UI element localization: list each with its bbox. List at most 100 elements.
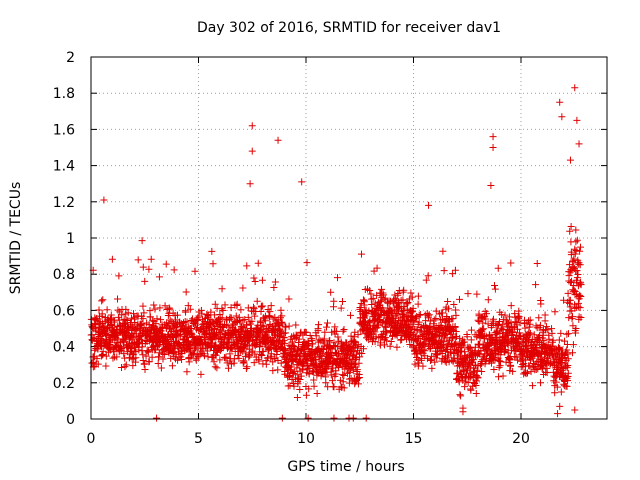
data-point <box>466 344 474 352</box>
data-point <box>431 358 439 366</box>
data-point <box>542 323 550 331</box>
data-point <box>352 354 360 362</box>
data-point <box>131 318 139 326</box>
data-point <box>294 380 302 388</box>
data-point <box>558 113 566 121</box>
data-point <box>439 247 447 255</box>
data-point <box>557 329 565 337</box>
data-point <box>241 316 249 324</box>
data-point <box>160 350 168 358</box>
data-point <box>396 328 404 336</box>
data-point <box>428 364 436 372</box>
data-point <box>200 352 208 360</box>
data-point <box>424 272 432 280</box>
data-point <box>421 347 429 355</box>
data-point <box>452 339 460 347</box>
data-point <box>227 314 235 322</box>
data-point <box>548 329 556 337</box>
data-point <box>380 291 388 299</box>
data-point <box>214 315 222 323</box>
data-point <box>449 315 457 323</box>
data-point <box>273 347 281 355</box>
tick-layer: 00.20.40.60.811.21.41.61.820 5 10 15 20 <box>53 50 607 447</box>
data-point <box>415 318 423 326</box>
data-point <box>185 323 193 331</box>
data-point <box>224 364 232 372</box>
data-point <box>565 299 573 307</box>
data-point <box>213 364 221 372</box>
data-point <box>576 243 584 251</box>
data-point <box>566 278 574 286</box>
data-point <box>366 286 374 294</box>
data-point <box>576 304 584 312</box>
data-point <box>319 346 327 354</box>
data-point <box>174 356 182 364</box>
data-point <box>251 278 259 286</box>
data-point <box>322 373 330 381</box>
y-tick-label: 0.8 <box>53 267 75 283</box>
y-tick-label: 1.6 <box>53 122 75 138</box>
data-point <box>161 302 169 310</box>
data-point <box>93 355 101 363</box>
data-point <box>216 356 224 364</box>
data-point <box>151 305 159 313</box>
data-point <box>204 312 212 320</box>
data-point <box>250 359 258 367</box>
data-point <box>571 84 579 92</box>
data-point <box>254 259 262 267</box>
data-point <box>350 337 358 345</box>
data-point <box>493 322 501 330</box>
data-point <box>305 385 313 393</box>
data-point <box>577 293 585 301</box>
data-point <box>258 276 266 284</box>
data-point <box>515 313 523 321</box>
data-point <box>394 289 402 297</box>
data-point <box>577 281 585 289</box>
data-point <box>321 328 329 336</box>
data-point <box>489 315 497 323</box>
data-point <box>251 350 259 358</box>
data-point <box>563 346 571 354</box>
data-point <box>362 414 370 422</box>
data-point <box>455 295 463 303</box>
data-point <box>186 305 194 313</box>
data-point <box>244 304 252 312</box>
chart-title: Day 302 of 2016, SRMTID for receiver dav… <box>197 20 501 36</box>
data-point <box>463 333 471 341</box>
data-point <box>571 406 579 414</box>
data-point <box>569 341 577 349</box>
data-point <box>459 341 467 349</box>
data-point <box>239 316 247 324</box>
data-point <box>304 414 312 422</box>
data-point <box>496 329 504 337</box>
data-point <box>147 255 155 263</box>
data-point <box>99 347 107 355</box>
data-point <box>218 285 226 293</box>
data-point <box>397 336 405 344</box>
data-point <box>277 306 285 314</box>
data-point <box>377 285 385 293</box>
data-point <box>246 180 254 188</box>
data-point <box>370 267 378 275</box>
data-point <box>295 335 303 343</box>
data-point <box>285 295 293 303</box>
data-point <box>265 344 273 352</box>
points-layer <box>87 84 585 422</box>
data-point <box>354 331 362 339</box>
data-point <box>513 325 521 333</box>
data-point <box>232 312 240 320</box>
data-point <box>228 330 236 338</box>
data-point <box>108 255 116 263</box>
data-point <box>393 330 401 338</box>
data-point <box>192 356 200 364</box>
data-point <box>537 379 545 387</box>
data-point <box>507 302 515 310</box>
data-point <box>534 337 542 345</box>
data-point <box>267 302 275 310</box>
data-point <box>564 289 572 297</box>
data-point <box>371 338 379 346</box>
data-point <box>573 279 581 287</box>
data-point <box>558 366 566 374</box>
data-point <box>435 333 443 341</box>
data-point <box>495 363 503 371</box>
